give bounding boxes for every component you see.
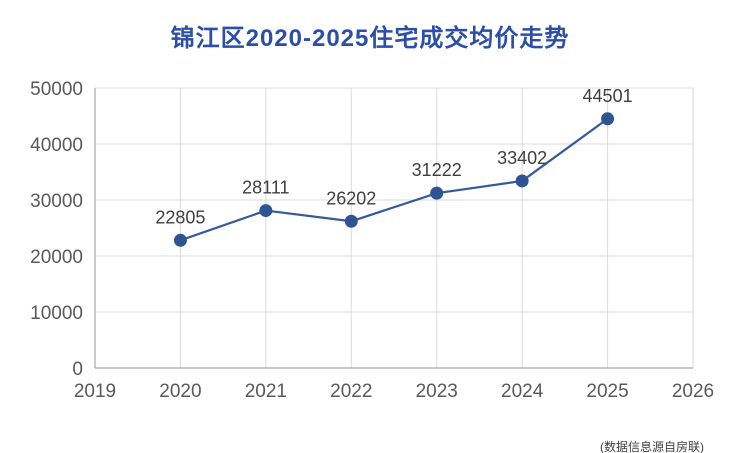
x-tick-label: 2023: [416, 381, 458, 402]
data-point-marker: [173, 233, 187, 247]
x-tick-label: 2024: [501, 381, 544, 402]
data-point-marker: [344, 214, 358, 228]
data-point-marker: [601, 112, 615, 126]
x-tick-label: 2025: [586, 381, 628, 402]
y-tick-label: 50000: [30, 79, 83, 100]
data-point-label: 33402: [497, 148, 547, 168]
data-source-note: (数据信息源自房联): [600, 440, 704, 453]
x-tick-label: 2020: [159, 381, 201, 402]
y-tick-label: 10000: [30, 303, 83, 324]
y-tick-label: 30000: [30, 191, 83, 212]
data-point-marker: [259, 204, 273, 218]
data-point-label: 26202: [326, 188, 376, 208]
data-point-label: 22805: [155, 207, 205, 227]
chart-page: 锦江区2020-2025住宅成交均价走势 0 10000 20000 30000 400…: [0, 18, 740, 453]
data-point-marker: [430, 186, 444, 200]
y-tick-label: 20000: [30, 247, 83, 268]
price-trend-line: [180, 117, 609, 242]
y-tick-label: 40000: [30, 135, 83, 156]
data-point-marker: [515, 174, 529, 188]
data-point-label: 44501: [583, 86, 633, 106]
line-chart-canvas: 0 10000 20000 30000 40000 50000 2019 2020 2021 20…: [30, 79, 714, 402]
x-tick-label: 2022: [330, 381, 372, 402]
x-tick-label: 2026: [672, 381, 714, 402]
chart-title: 锦江区2020-2025住宅成交均价走势: [170, 25, 570, 52]
x-tick-label: 2021: [245, 381, 287, 402]
y-tick-label: 0: [72, 359, 83, 380]
data-point-label: 28111: [242, 178, 289, 198]
x-tick-label: 2019: [74, 381, 116, 402]
data-point-label: 31222: [412, 160, 462, 180]
